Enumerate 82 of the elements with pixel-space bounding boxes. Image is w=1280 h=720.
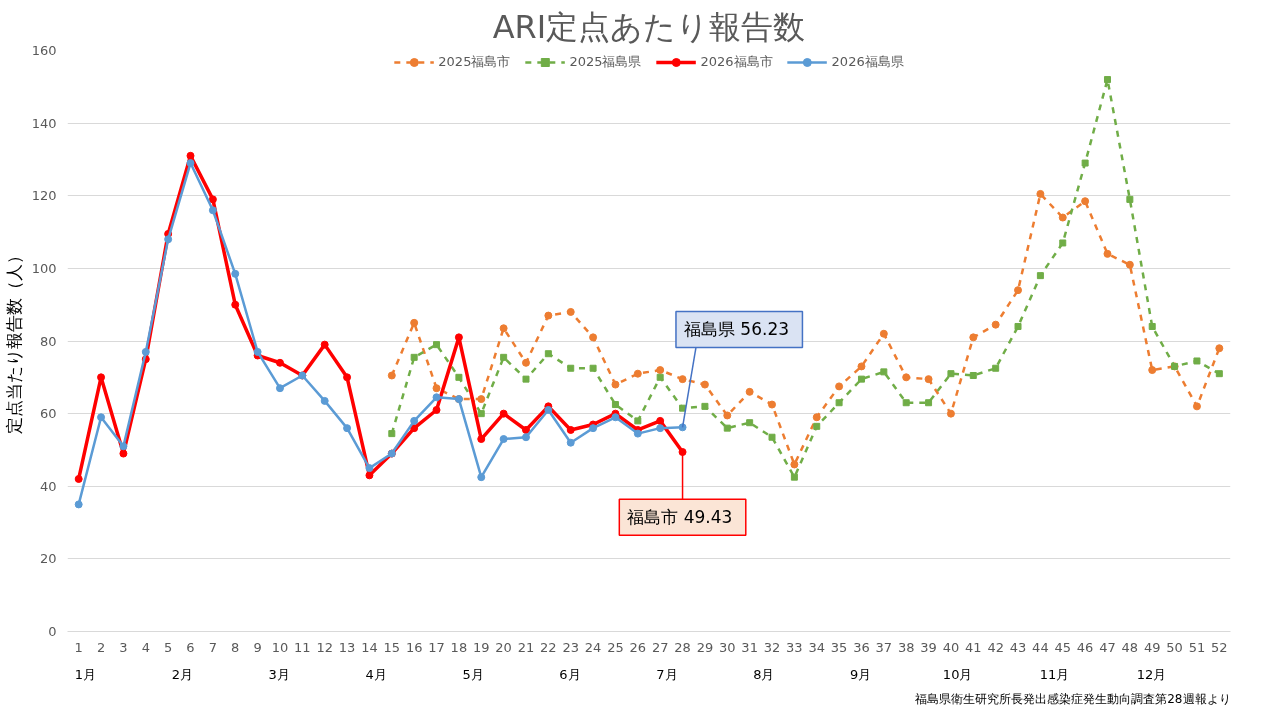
x-tick-label: 25 xyxy=(607,639,624,655)
x-tick-label: 35 xyxy=(830,639,848,655)
x-tick-label: 47 xyxy=(1099,639,1116,655)
text: 3月 xyxy=(268,666,290,682)
legend-label: 2025福島県 xyxy=(569,53,642,71)
text: 9月 xyxy=(850,666,872,682)
y-tick-label: 0 xyxy=(48,624,57,639)
x-tick-label: 3 xyxy=(119,639,128,655)
x-tick-label: 7 xyxy=(208,639,218,655)
x-tick-label: 43 xyxy=(1009,639,1027,655)
x-tick-label: 27 xyxy=(651,639,669,655)
legend-label: 2026福島市 xyxy=(700,53,773,71)
x-tick-label: 40 xyxy=(942,639,960,655)
x-tick-label: 39 xyxy=(920,639,937,655)
x-tick-label: 44 xyxy=(1032,639,1049,655)
x-tick-label: 52 xyxy=(1211,639,1228,655)
x-tick-label: 38 xyxy=(897,639,915,655)
x-tick-label: 29 xyxy=(696,639,714,655)
x-tick-label: 42 xyxy=(987,639,1004,655)
text: 6月 xyxy=(559,666,581,682)
x-tick-label: 33 xyxy=(786,639,803,655)
annotation: 福島市 49.43 xyxy=(627,507,733,528)
x-tick-label: 18 xyxy=(450,639,468,655)
text: 1月 xyxy=(74,666,97,682)
text: 5月 xyxy=(462,666,484,682)
y-tick-label: 140 xyxy=(31,115,57,131)
x-tick-label: 6 xyxy=(186,639,195,655)
text: 7月 xyxy=(656,666,678,682)
x-tick-label: 48 xyxy=(1121,639,1139,655)
x-tick-label: 32 xyxy=(763,639,781,655)
x-tick-label: 30 xyxy=(719,639,736,655)
x-tick-label: 31 xyxy=(741,639,758,655)
x-tick-label: 12 xyxy=(316,639,333,655)
annotation: 福島県 56.23 xyxy=(683,319,790,340)
x-tick-label: 34 xyxy=(808,639,826,655)
legend-label: 2026福島県 xyxy=(831,53,904,71)
x-tick-label: 36 xyxy=(853,639,870,655)
x-tick-label: 46 xyxy=(1076,639,1094,655)
x-tick-label: 4 xyxy=(141,639,150,655)
x-tick-label: 23 xyxy=(562,639,579,655)
x-tick-label: 8 xyxy=(231,639,240,655)
x-tick-label: 13 xyxy=(338,639,356,655)
y-tick-label: 160 xyxy=(31,43,57,58)
x-tick-label: 19 xyxy=(472,639,490,655)
x-tick-label: 26 xyxy=(629,639,647,655)
x-tick-label: 15 xyxy=(383,639,401,655)
y-tick-label: 60 xyxy=(39,406,57,422)
x-tick-label: 17 xyxy=(428,639,445,655)
x-tick-label: 41 xyxy=(965,639,982,655)
x-tick-label: 11 xyxy=(294,639,311,655)
y-tick-label: 100 xyxy=(31,260,57,276)
x-tick-label: 49 xyxy=(1143,639,1161,655)
y-tick-label: 120 xyxy=(31,188,57,204)
x-tick-label: 20 xyxy=(495,639,512,655)
legend-label: 2025福島市 xyxy=(438,53,511,71)
x-tick-label: 5 xyxy=(164,639,173,655)
x-tick-label: 1 xyxy=(74,639,83,655)
text: 4月 xyxy=(365,666,387,682)
x-tick-label: 51 xyxy=(1188,639,1206,655)
text: 福島県衛生研究所長発出感染症発生動向調査第28週報より xyxy=(915,691,1231,706)
y-tick-label: 40 xyxy=(39,478,57,494)
x-tick-label: 9 xyxy=(253,639,262,655)
y-tick-label: 20 xyxy=(39,551,57,567)
x-tick-label: 45 xyxy=(1054,639,1072,655)
y-axis-title: 定点当たり報告数（人） xyxy=(3,247,24,435)
y-tick-label: 80 xyxy=(39,333,57,349)
text: 2月 xyxy=(171,666,193,682)
x-tick-label: 24 xyxy=(584,639,602,655)
x-tick-label: 22 xyxy=(540,639,557,655)
x-tick-label: 10 xyxy=(271,639,289,655)
text: 10月 xyxy=(942,666,973,682)
text: 12月 xyxy=(1136,666,1167,682)
text: 8月 xyxy=(753,666,775,682)
x-tick-label: 28 xyxy=(674,639,691,655)
text: 11月 xyxy=(1039,666,1070,682)
x-tick-label: 21 xyxy=(517,639,535,655)
x-tick-label: 16 xyxy=(405,639,423,655)
x-tick-label: 14 xyxy=(361,639,378,655)
x-tick-label: 2 xyxy=(96,639,106,655)
x-tick-label: 37 xyxy=(875,639,893,655)
chart-title: ARI定点あたり報告数 xyxy=(492,7,806,46)
x-tick-label: 50 xyxy=(1166,639,1183,655)
